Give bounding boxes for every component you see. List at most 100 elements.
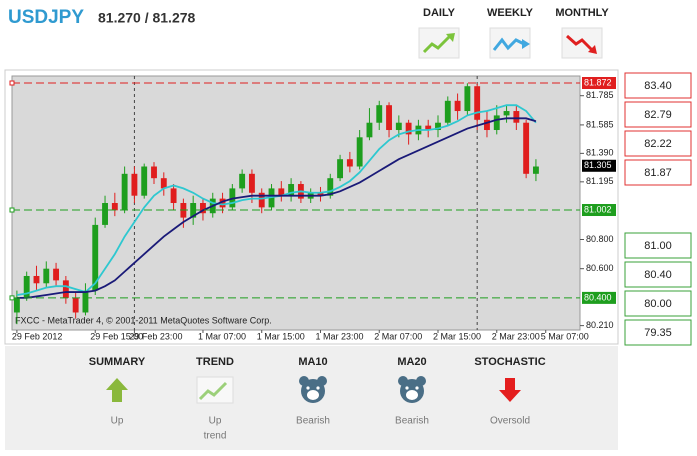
candle-body bbox=[337, 159, 344, 179]
candle-body bbox=[454, 100, 461, 112]
price-marker-label: 81.305 bbox=[584, 160, 612, 170]
trend-icon bbox=[196, 376, 234, 404]
price-marker-label: 81.872 bbox=[584, 77, 612, 87]
candle-body bbox=[317, 192, 324, 196]
summary-title: MA10 bbox=[298, 356, 327, 368]
candle-body bbox=[62, 280, 69, 298]
support-level: 80.00 bbox=[644, 298, 672, 310]
moving-average-line bbox=[16, 117, 537, 299]
summary-title: TREND bbox=[196, 356, 234, 368]
summary-value: Bearish bbox=[296, 416, 330, 427]
y-tick-label: 80.800 bbox=[586, 234, 614, 244]
y-tick-label: 81.195 bbox=[586, 176, 614, 186]
candle-body bbox=[503, 111, 510, 116]
candle-body bbox=[366, 122, 373, 138]
resistance-box bbox=[624, 101, 692, 128]
candle-body bbox=[13, 297, 20, 313]
candle-body bbox=[523, 122, 530, 174]
support-box bbox=[624, 261, 692, 288]
candle-body bbox=[72, 297, 79, 313]
x-tick-label: 5 Mar 07:00 bbox=[541, 331, 589, 341]
candle-body bbox=[278, 188, 285, 196]
y-tick-label: 81.390 bbox=[586, 148, 614, 158]
resistance-level: 81.87 bbox=[644, 167, 672, 179]
candle-body bbox=[435, 122, 441, 131]
resistance-level: 83.40 bbox=[644, 80, 672, 92]
monthly-icon[interactable] bbox=[561, 27, 603, 59]
candle-body bbox=[219, 198, 226, 208]
summary-value: Oversold bbox=[490, 416, 530, 427]
candle-body bbox=[288, 184, 295, 196]
candle-body bbox=[131, 173, 138, 196]
timeframe[interactable]: DAILY bbox=[423, 7, 456, 19]
quote: 81.270 / 81.278 bbox=[98, 10, 196, 26]
candle-body bbox=[121, 173, 128, 211]
summary-value: Up bbox=[209, 416, 222, 427]
candle-body bbox=[474, 86, 481, 120]
price-marker-label: 80.400 bbox=[584, 292, 612, 302]
candle-body bbox=[111, 203, 118, 211]
summary-value: Up bbox=[111, 416, 124, 427]
candle-body bbox=[376, 105, 383, 123]
candle-body bbox=[327, 178, 334, 196]
candle-body bbox=[200, 203, 206, 214]
daily-icon[interactable] bbox=[418, 27, 460, 59]
candle-body bbox=[33, 275, 40, 284]
candle-body bbox=[258, 192, 265, 208]
x-tick-label: 1 Mar 07:00 bbox=[198, 331, 246, 341]
price-marker-label: 81.002 bbox=[584, 204, 612, 214]
summary-value: trend bbox=[204, 431, 227, 442]
price-marker bbox=[582, 77, 616, 90]
support-level: 80.40 bbox=[644, 269, 672, 281]
candle-body bbox=[395, 122, 402, 131]
bear-icon bbox=[398, 376, 426, 403]
x-tick-label: 2 Mar 15:00 bbox=[433, 331, 481, 341]
candle-body bbox=[425, 125, 432, 131]
candle-body bbox=[484, 119, 490, 131]
summary-value: Bearish bbox=[395, 416, 429, 427]
level-handle bbox=[9, 80, 15, 86]
resistance-box bbox=[624, 159, 692, 186]
candle-body bbox=[532, 166, 539, 174]
candle-body bbox=[239, 173, 246, 189]
resistance-box bbox=[624, 72, 692, 99]
plot-area bbox=[11, 75, 581, 331]
support-level: 79.35 bbox=[644, 327, 672, 339]
candle-body bbox=[141, 166, 148, 196]
candle-body bbox=[346, 159, 353, 167]
candle-body bbox=[170, 188, 177, 203]
level-handle bbox=[9, 207, 15, 213]
support-box bbox=[624, 232, 692, 259]
x-tick-label: 29 Feb 23:00 bbox=[129, 331, 182, 341]
support-box bbox=[624, 319, 692, 346]
candle-body bbox=[23, 275, 30, 298]
summary-title: MA20 bbox=[397, 356, 426, 368]
resistance-level: 82.22 bbox=[644, 138, 672, 150]
candle-body bbox=[102, 203, 108, 225]
x-tick-label: 1 Mar 23:00 bbox=[315, 331, 363, 341]
candle-body bbox=[53, 268, 60, 281]
weekly-icon[interactable] bbox=[489, 27, 531, 59]
candle-body bbox=[160, 178, 167, 189]
timeframe[interactable]: MONTHLY bbox=[555, 7, 609, 19]
x-tick-label: 1 Mar 15:00 bbox=[257, 331, 305, 341]
resistance-level: 82.79 bbox=[644, 109, 672, 121]
price-marker bbox=[582, 204, 616, 217]
candle-body bbox=[43, 268, 50, 284]
candle-body bbox=[82, 290, 89, 313]
candle-body bbox=[444, 100, 451, 123]
support-box bbox=[624, 290, 692, 317]
y-tick-label: 80.210 bbox=[586, 320, 614, 330]
resistance-box bbox=[624, 130, 692, 157]
candle-body bbox=[92, 224, 99, 291]
candle-body bbox=[405, 122, 412, 135]
x-tick-label: 2 Mar 07:00 bbox=[374, 331, 422, 341]
summary-title: STOCHASTIC bbox=[474, 356, 545, 368]
timeframe[interactable]: WEEKLY bbox=[487, 7, 534, 19]
candle-body bbox=[248, 173, 255, 193]
candle-body bbox=[151, 166, 157, 179]
support-level: 81.00 bbox=[644, 240, 672, 252]
y-tick-label: 81.785 bbox=[586, 90, 614, 100]
